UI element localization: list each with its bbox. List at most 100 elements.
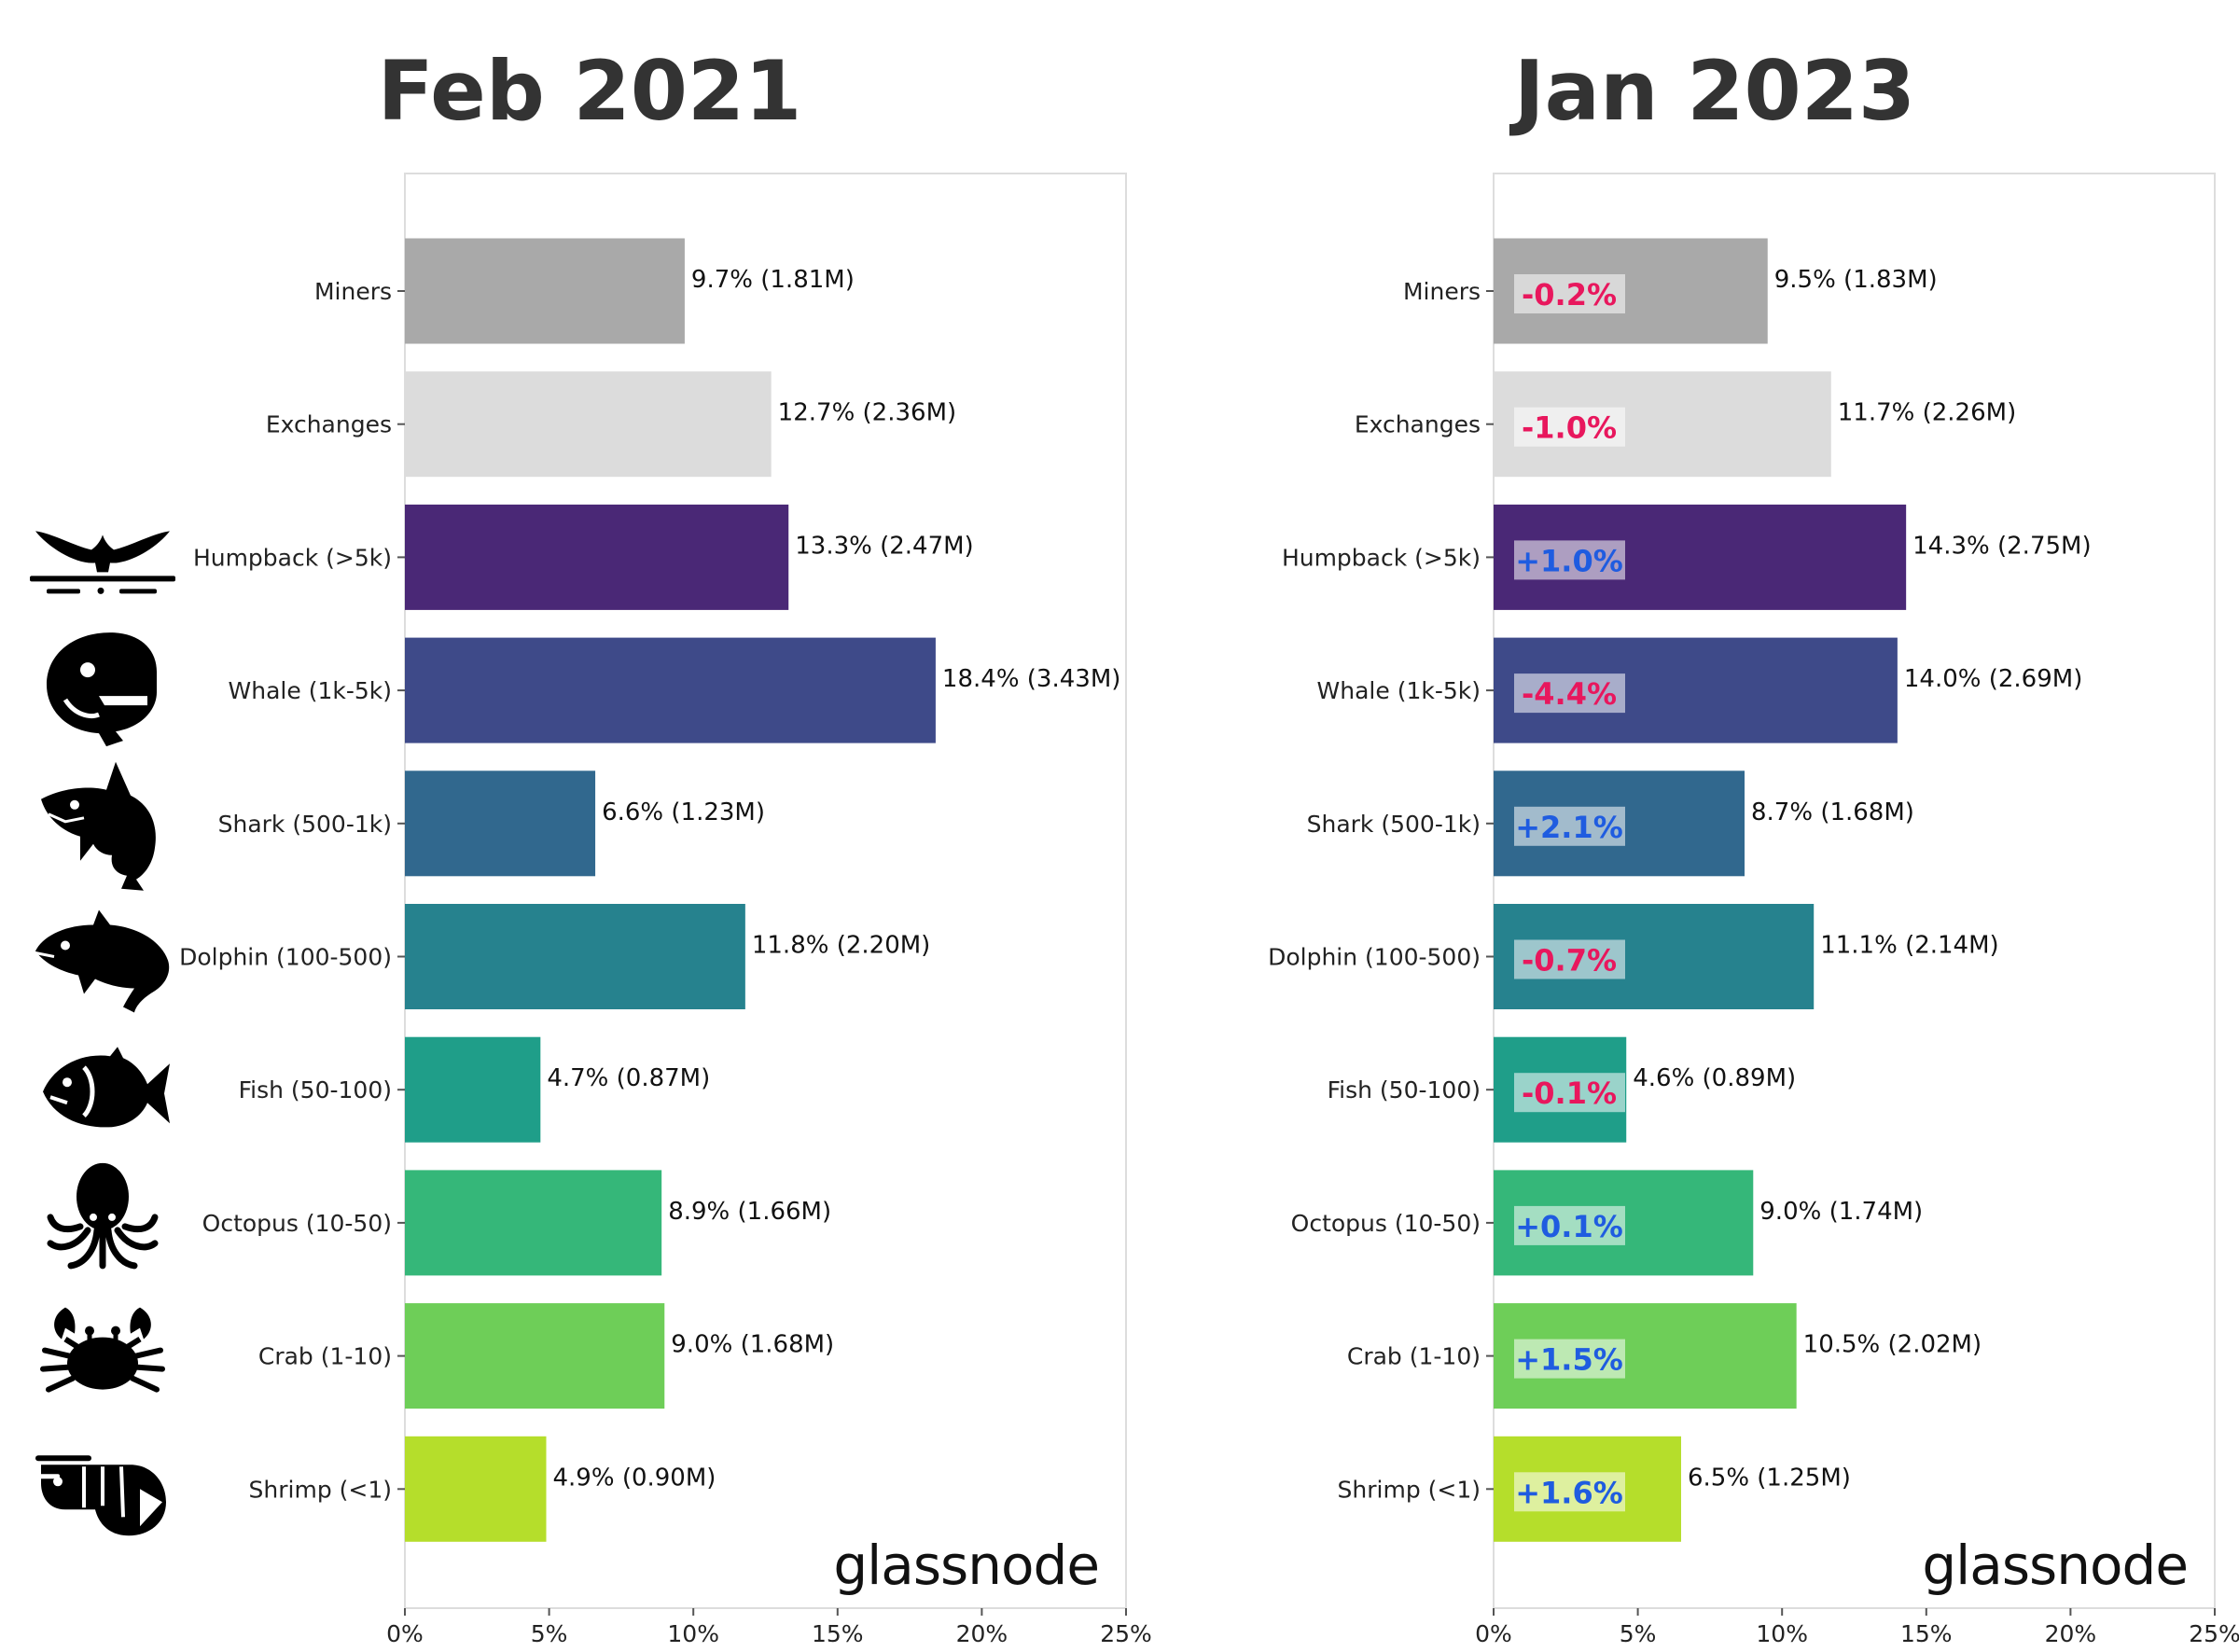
bar (405, 238, 685, 344)
change-badge (1514, 1073, 1625, 1113)
data-label: 8.9% (1.66M) (668, 1198, 831, 1226)
data-label: 4.9% (0.90M) (553, 1464, 716, 1492)
change-label: +0.1% (1515, 1209, 1623, 1244)
change-label: -4.4% (1522, 676, 1617, 712)
category-label: Humpback (>5k) (1282, 544, 1481, 571)
data-label: 8.7% (1.68M) (1751, 798, 1914, 826)
shrimp-icon (32, 1455, 166, 1536)
humpback-whale-tail-icon (30, 531, 175, 594)
bar (405, 904, 745, 1009)
data-label: 9.7% (1.81M) (691, 266, 855, 294)
plot-frame (1493, 173, 2216, 1609)
data-label: 12.7% (2.36M) (778, 399, 956, 427)
change-label: +1.6% (1515, 1475, 1623, 1510)
whale-icon (47, 632, 157, 747)
change-label: -0.7% (1522, 943, 1617, 979)
category-label: Dolphin (100-500) (179, 944, 392, 971)
x-tick-label: 5% (531, 1620, 568, 1647)
bar (405, 1036, 541, 1143)
change-badge (1514, 274, 1625, 313)
change-badge (1514, 1205, 1625, 1245)
data-label: 11.8% (2.20M) (752, 932, 930, 960)
chart-panel-2: Jan 2023 Miners 9.5% (1.83M) -0.2% Exchanges… (1268, 43, 2239, 1647)
category-label: Humpback (>5k) (193, 544, 392, 571)
bar (405, 504, 789, 610)
x-tick-label: 25% (1100, 1620, 1152, 1647)
watermark-logo: glassnode (833, 1534, 1099, 1597)
x-tick-label: 10% (1756, 1620, 1808, 1647)
change-badge (1514, 540, 1625, 580)
data-label: 14.3% (2.75M) (1912, 532, 2091, 560)
change-badge (1514, 1472, 1625, 1512)
data-label: 14.0% (2.69M) (1904, 665, 2082, 693)
category-label: Fish (50-100) (239, 1076, 392, 1104)
change-label: -0.1% (1522, 1076, 1617, 1111)
bar (405, 1436, 547, 1542)
watermark-logo: glassnode (1922, 1534, 2188, 1597)
data-label: 4.7% (0.87M) (547, 1064, 710, 1092)
change-badge (1514, 673, 1625, 714)
category-label: Dolphin (100-500) (1268, 944, 1481, 971)
change-label: +2.1% (1515, 810, 1623, 845)
data-label: 18.4% (3.43M) (942, 665, 1120, 693)
data-label: 13.3% (2.47M) (795, 532, 973, 560)
data-label: 9.5% (1.83M) (1774, 266, 1938, 294)
change-badge (1514, 939, 1625, 979)
change-label: -0.2% (1522, 277, 1617, 312)
crab-icon (40, 1307, 165, 1393)
category-label: Crab (1-10) (1347, 1343, 1481, 1370)
category-label: Octopus (10-50) (202, 1210, 392, 1237)
x-tick-label: 0% (386, 1620, 424, 1647)
category-label: Shrimp (<1) (1338, 1476, 1481, 1503)
change-label: +1.0% (1515, 543, 1623, 578)
category-label: Shrimp (<1) (249, 1476, 392, 1503)
category-label: Exchanges (266, 411, 392, 438)
data-label: 11.1% (2.14M) (1820, 932, 1998, 960)
category-label: Whale (1k-5k) (1317, 677, 1481, 704)
x-tick-label: 15% (1900, 1620, 1953, 1647)
bar (405, 637, 936, 743)
category-label: Octopus (10-50) (1291, 1210, 1481, 1237)
x-tick-label: 25% (2189, 1620, 2239, 1647)
category-label: Miners (314, 278, 392, 305)
category-label: Miners (1403, 278, 1481, 305)
x-tick-label: 20% (956, 1620, 1008, 1647)
change-label: -1.0% (1522, 410, 1617, 446)
bar (405, 1170, 662, 1276)
category-label: Shark (500-1k) (218, 811, 392, 838)
category-label: Fish (50-100) (1328, 1076, 1481, 1104)
x-tick-label: 20% (2045, 1620, 2097, 1647)
category-label: Shark (500-1k) (1307, 811, 1481, 838)
data-label: 4.6% (0.89M) (1633, 1064, 1796, 1092)
x-tick-label: 15% (812, 1620, 864, 1647)
x-tick-label: 10% (667, 1620, 719, 1647)
dolphin-icon (35, 909, 170, 1013)
chart-title: Jan 2023 (1509, 43, 1915, 139)
x-tick-label: 0% (1475, 1620, 1512, 1647)
change-label: +1.5% (1515, 1342, 1623, 1378)
data-label: 10.5% (2.02M) (1803, 1331, 1982, 1359)
data-label: 9.0% (1.74M) (1759, 1198, 1923, 1226)
data-label: 6.5% (1.25M) (1688, 1464, 1851, 1492)
bar (405, 1303, 665, 1409)
octopus-icon (47, 1162, 159, 1270)
data-label: 6.6% (1.23M) (602, 798, 765, 826)
data-label: 9.0% (1.68M) (671, 1331, 834, 1359)
change-badge (1514, 1339, 1625, 1379)
change-badge (1514, 806, 1625, 846)
x-tick-label: 5% (1620, 1620, 1657, 1647)
chart-panel-1: Feb 2021 Miners 9.7% (1.81M) Exchanges 12.7%… (179, 43, 1152, 1647)
icon-column (30, 531, 175, 1536)
fish-icon (43, 1047, 170, 1128)
shark-icon (41, 761, 156, 891)
category-label: Whale (1k-5k) (229, 677, 392, 704)
category-label: Exchanges (1355, 411, 1481, 438)
category-label: Crab (1-10) (258, 1343, 392, 1370)
bar (405, 371, 772, 478)
change-badge (1514, 407, 1625, 447)
data-label: 11.7% (2.26M) (1838, 399, 2016, 427)
chart-title: Feb 2021 (378, 43, 802, 139)
plot-frame (404, 173, 1127, 1609)
